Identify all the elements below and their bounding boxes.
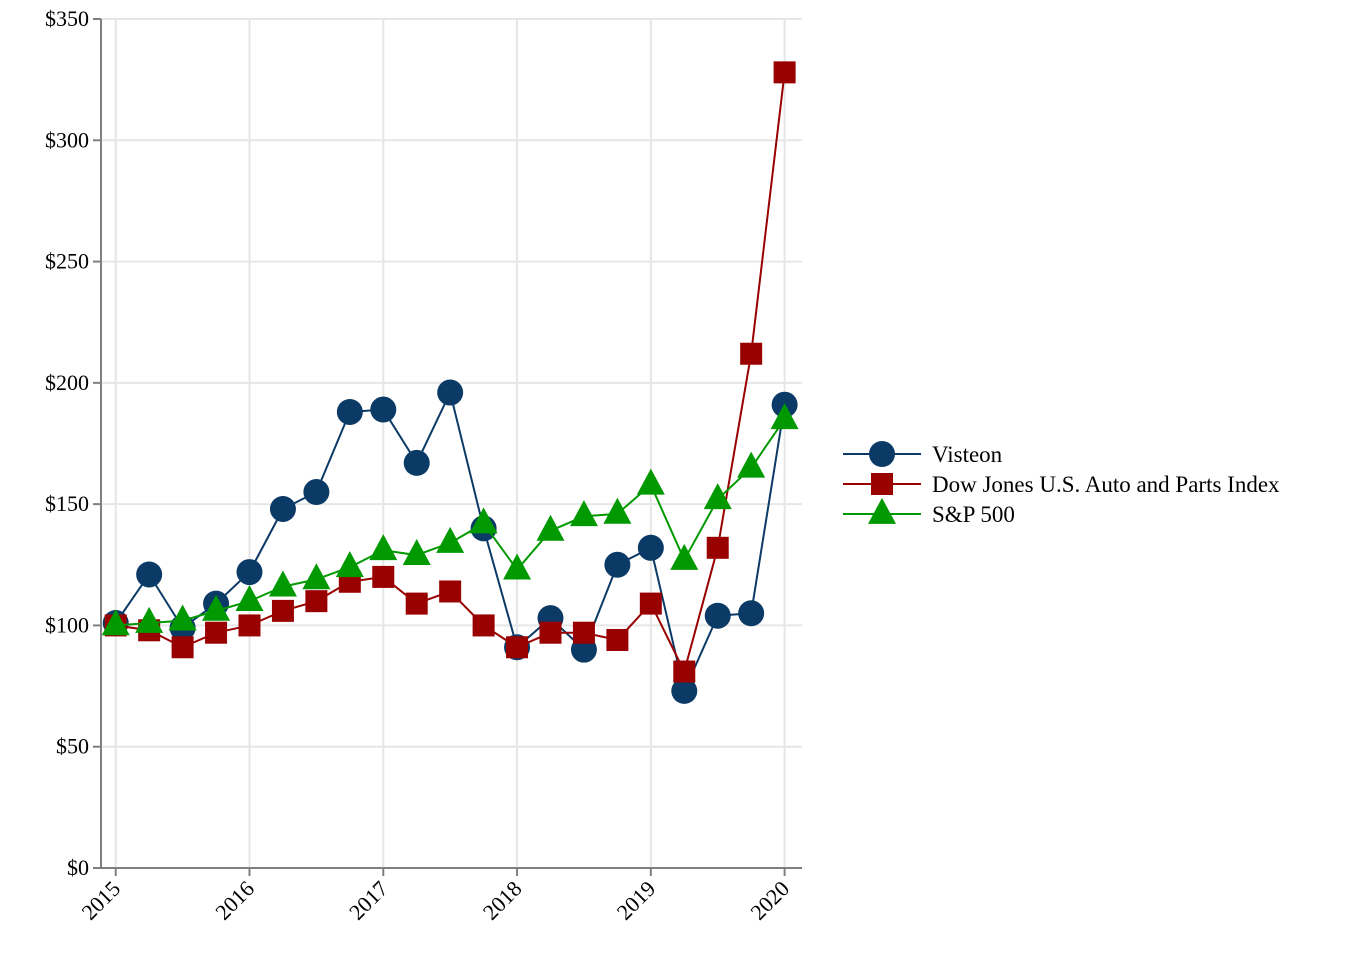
data-point (670, 543, 699, 570)
data-point (604, 551, 631, 578)
data-point (335, 551, 364, 578)
y-tick-label: $250 (45, 249, 89, 274)
data-point (372, 565, 395, 588)
data-point (639, 592, 662, 615)
data-point (171, 636, 194, 659)
data-point (370, 396, 397, 423)
tick-labels: $0 $50 $100 $150 $200 $250 $300 $350 2015 2016 201… (45, 6, 794, 925)
x-tick-label: 2017 (344, 876, 393, 925)
data-point (402, 538, 431, 565)
x-tick-label: 2018 (478, 876, 527, 925)
x-tick-label: 2016 (210, 876, 259, 925)
y-tick-label: $200 (45, 370, 89, 395)
data-point (503, 553, 532, 580)
data-point (436, 526, 465, 553)
data-point (202, 594, 231, 621)
x-tick-label: 2020 (745, 876, 794, 925)
legend-marker (871, 473, 893, 495)
data-point (770, 403, 799, 430)
data-point (236, 559, 263, 586)
x-tick-label: 2019 (612, 876, 661, 925)
data-point (506, 636, 529, 659)
legend-label: Visteon (932, 442, 1003, 467)
data-point (305, 590, 328, 613)
data-point (606, 628, 629, 651)
data-point (369, 534, 398, 561)
data-point (740, 342, 763, 365)
series-1 (104, 61, 796, 683)
y-tick-label: $300 (45, 127, 89, 152)
y-tick-label: $100 (45, 612, 89, 637)
data-point (238, 614, 261, 637)
data-point (539, 621, 562, 644)
series-2 (101, 403, 799, 636)
data-point (336, 398, 363, 425)
data-point (405, 592, 428, 615)
y-tick-label: $350 (45, 6, 89, 31)
data-point (737, 451, 766, 478)
x-tick-label: 2015 (76, 876, 125, 925)
y-tick-label: $0 (67, 855, 89, 880)
data-point (269, 495, 296, 522)
grid-lines (101, 18, 802, 868)
data-point (671, 677, 698, 704)
data-point (738, 600, 765, 627)
data-point (205, 621, 228, 644)
legend-marker (868, 497, 896, 524)
data-point (603, 497, 632, 524)
legend-item: Dow Jones U.S. Auto and Parts Index (843, 472, 1280, 497)
data-point (268, 570, 297, 597)
legend-item: Visteon (843, 441, 1003, 467)
y-tick-label: $150 (45, 491, 89, 516)
data-point (235, 585, 264, 612)
data-point (101, 609, 130, 636)
data-point (403, 449, 430, 476)
data-point (673, 660, 696, 683)
legend-marker (869, 441, 895, 467)
legend: Visteon Dow Jones U.S. Auto and Parts Ind… (843, 441, 1280, 527)
data-point (704, 602, 731, 629)
data-point (271, 599, 294, 622)
data-point (135, 606, 164, 633)
data-point (437, 379, 464, 406)
data-point (703, 483, 732, 510)
data-point (773, 61, 796, 84)
legend-item: S&P 500 (843, 497, 1015, 527)
series-lines (101, 61, 799, 704)
data-point (472, 614, 495, 637)
data-point (302, 563, 331, 590)
y-tick-label: $50 (56, 734, 89, 759)
data-point (168, 604, 197, 631)
legend-label: Dow Jones U.S. Auto and Parts Index (932, 472, 1280, 497)
data-point (569, 500, 598, 527)
axes (93, 18, 802, 876)
data-point (536, 514, 565, 541)
legend-label: S&P 500 (932, 502, 1015, 527)
data-point (572, 621, 595, 644)
data-point (637, 534, 664, 561)
data-point (706, 536, 729, 559)
data-point (636, 468, 665, 495)
data-point (136, 561, 163, 588)
data-point (439, 580, 462, 603)
data-point (303, 479, 330, 506)
data-point (469, 507, 498, 534)
